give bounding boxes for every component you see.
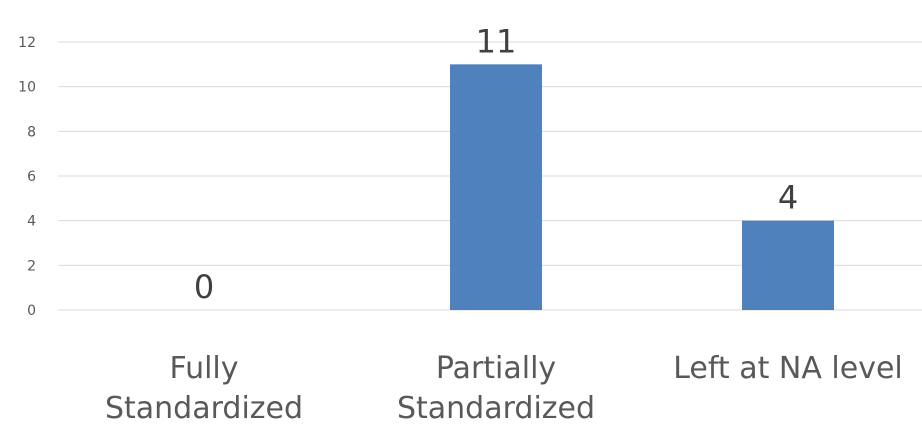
data-label: 11 xyxy=(476,22,517,60)
y-tick-label: 2 xyxy=(27,258,36,274)
category-label: Left at NA level xyxy=(673,351,903,386)
bar xyxy=(742,220,834,310)
bars xyxy=(450,64,834,310)
y-tick-label: 12 xyxy=(18,35,36,51)
category-label: Fully Standardized xyxy=(105,351,303,426)
bar xyxy=(450,64,542,310)
y-axis-tick-labels: 0 2 4 6 8 10 12 xyxy=(18,35,36,319)
y-tick-label: 10 xyxy=(18,80,36,96)
data-labels: 0 11 4 xyxy=(194,22,798,306)
data-label: 4 xyxy=(778,179,798,217)
y-tick-label: 4 xyxy=(27,214,36,230)
category-label: Partially Standardized xyxy=(397,351,595,426)
category-labels: Fully Standardized Partially Standardized Le… xyxy=(105,351,903,426)
y-tick-label: 6 xyxy=(27,169,36,185)
y-tick-label: 8 xyxy=(27,124,36,140)
data-label: 0 xyxy=(194,268,214,306)
y-tick-label: 0 xyxy=(27,303,36,319)
